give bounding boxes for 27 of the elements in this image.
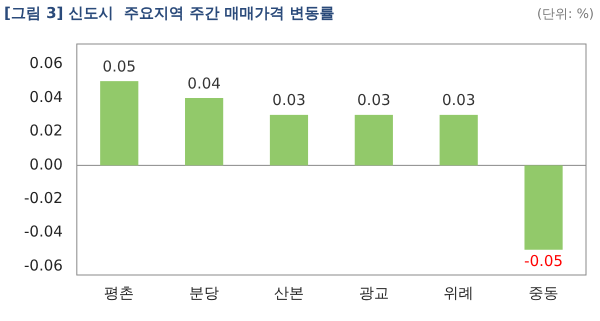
- chart-title: [그림 3] 신도시 주요지역 주간 매매가격 변동률: [4, 4, 335, 23]
- y-tick-label: 0.04: [29, 88, 63, 106]
- y-tick-label: 0.00: [29, 155, 63, 174]
- y-tick-label: 0.06: [29, 54, 63, 72]
- x-tick-label: 중동: [528, 284, 559, 302]
- data-label: 0.03: [357, 91, 391, 110]
- y-tick-label: 0.02: [29, 122, 63, 140]
- y-tick-label: -0.04: [24, 222, 63, 241]
- x-tick-label: 산본: [274, 284, 304, 302]
- data-label: 0.05: [102, 57, 136, 76]
- bar: [524, 165, 563, 250]
- bar: [270, 114, 308, 166]
- x-tick-label: 광교: [358, 284, 389, 302]
- x-tick-label: 분당: [189, 284, 220, 302]
- bar: [185, 98, 224, 166]
- y-tick-label: -0.02: [24, 189, 63, 208]
- bar: [440, 114, 478, 166]
- text: (단위: %): [536, 6, 594, 23]
- data-label: 0.03: [442, 91, 476, 110]
- bar: [354, 114, 393, 166]
- y-tick-label: -0.06: [24, 256, 63, 274]
- x-tick-label: 위례: [444, 284, 474, 302]
- bar: [100, 81, 138, 166]
- data-label: 0.04: [187, 74, 221, 92]
- x-tick-label: 평촌: [104, 284, 134, 302]
- data-label: 0.03: [272, 91, 306, 110]
- data-label: -0.05: [524, 252, 563, 270]
